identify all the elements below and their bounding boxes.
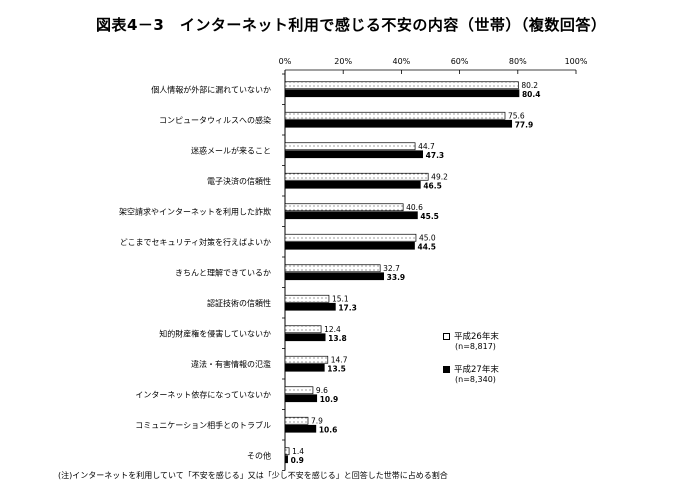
x-tick-label: 40% [393, 57, 411, 66]
category-label: インターネット依存になっていないか [135, 389, 271, 399]
bar-series2 [284, 363, 325, 372]
x-tick-label: 60% [451, 57, 469, 66]
bar-series2 [284, 89, 520, 98]
bar-series1 [284, 416, 309, 425]
legend-item-series1: 平成26年末 [443, 330, 499, 342]
data-label-series2: 13.5 [327, 364, 346, 373]
data-label-series1: 14.7 [331, 355, 348, 364]
legend-swatch-series1 [443, 332, 450, 340]
category-label: 個人情報が外部に漏れていないか [151, 84, 271, 94]
x-tick-label: 80% [509, 57, 527, 66]
bar-series1 [284, 111, 506, 120]
category-label: 迷惑メールが来ること [191, 145, 271, 155]
category-label: コミュニケーション相手とのトラブル [135, 420, 271, 430]
bar-series1 [284, 142, 416, 151]
data-label-series2: 46.5 [423, 181, 442, 190]
data-label-series2: 45.5 [420, 212, 439, 221]
data-label-series2: 13.8 [328, 334, 347, 343]
category-label: その他 [247, 450, 271, 460]
data-label-series1: 12.4 [324, 325, 341, 334]
bar-series1 [284, 203, 404, 212]
bar-series2 [284, 241, 415, 250]
bar-series2 [284, 302, 336, 311]
bar-series2 [284, 424, 317, 433]
category-label: 架空請求やインターネットを利用した詐欺 [119, 206, 271, 216]
category-label: 電子決済の信頼性 [207, 176, 271, 186]
bar-series2 [284, 211, 418, 220]
bar-series2 [284, 455, 288, 464]
data-label-series1: 7.9 [311, 416, 323, 425]
bar-series2 [284, 394, 318, 403]
data-label-series2: 17.3 [338, 303, 357, 312]
bar-series2 [284, 119, 513, 128]
category-label: コンピュータウィルスへの感染 [159, 115, 271, 125]
bar-series1 [284, 325, 322, 334]
bar-series2 [284, 150, 423, 159]
data-label-series2: 10.9 [320, 395, 339, 404]
data-label-series1: 80.2 [521, 81, 538, 90]
data-label-series2: 33.9 [387, 273, 406, 282]
bar-series1 [284, 81, 519, 90]
data-label-series2: 44.5 [417, 242, 436, 251]
bar-series1 [284, 386, 314, 395]
bar-series1 [284, 172, 429, 181]
bar-series1 [284, 447, 290, 456]
data-label-series1: 1.4 [292, 447, 304, 456]
legend-swatch-series2 [443, 365, 450, 373]
chart-legend: 平成26年末 (n=8,817) 平成27年末 (n=8,340) [443, 330, 499, 396]
legend-item-series2: 平成27年末 [443, 363, 499, 375]
bar-series1 [284, 264, 381, 273]
category-label: 知的財産権を侵害していないか [159, 328, 271, 338]
chart-title: 図表4－3 インターネット利用で感じる不安の内容（世帯）（複数回答） [96, 16, 607, 34]
data-label-series2: 10.6 [319, 425, 338, 434]
bar-series2 [284, 272, 384, 281]
bar-series2 [284, 333, 326, 342]
bar-series1 [284, 294, 330, 303]
data-label-series1: 45.0 [419, 233, 436, 242]
category-label: きちんと理解できているか [175, 267, 271, 277]
data-label-series2: 80.4 [522, 90, 541, 99]
x-tick-label: 100% [565, 57, 588, 66]
bar-series1 [284, 355, 329, 364]
data-label-series2: 77.9 [515, 120, 534, 129]
legend-n-series2: (n=8,340) [455, 375, 496, 384]
data-label-series2: 47.3 [426, 151, 445, 160]
legend-label-series2: 平成27年末 [454, 365, 499, 375]
category-label: どこまでセキュリティ対策を行えばよいか [120, 237, 271, 247]
data-label-series1: 9.6 [316, 386, 328, 395]
data-label-series1: 75.6 [508, 111, 525, 120]
footnote: (注)インターネットを利用していて「不安を感じる」又は「少し不安を感じる」と回答… [58, 471, 448, 480]
data-label-series2: 0.9 [291, 456, 304, 465]
bar-series1 [284, 233, 417, 242]
data-label-series1: 44.7 [418, 142, 435, 151]
data-label-series1: 49.2 [431, 172, 448, 181]
data-label-series1: 40.6 [406, 203, 423, 212]
bar-series2 [284, 180, 421, 189]
category-label: 認証技術の信頼性 [207, 298, 271, 308]
legend-n-series1: (n=8,817) [455, 342, 496, 351]
x-tick-label: 0% [279, 57, 292, 66]
data-label-series1: 15.1 [332, 294, 349, 303]
x-tick-label: 20% [334, 57, 352, 66]
data-label-series1: 32.7 [383, 264, 400, 273]
legend-label-series1: 平成26年末 [454, 332, 499, 342]
category-label: 違法・有害情報の氾濫 [191, 359, 271, 369]
